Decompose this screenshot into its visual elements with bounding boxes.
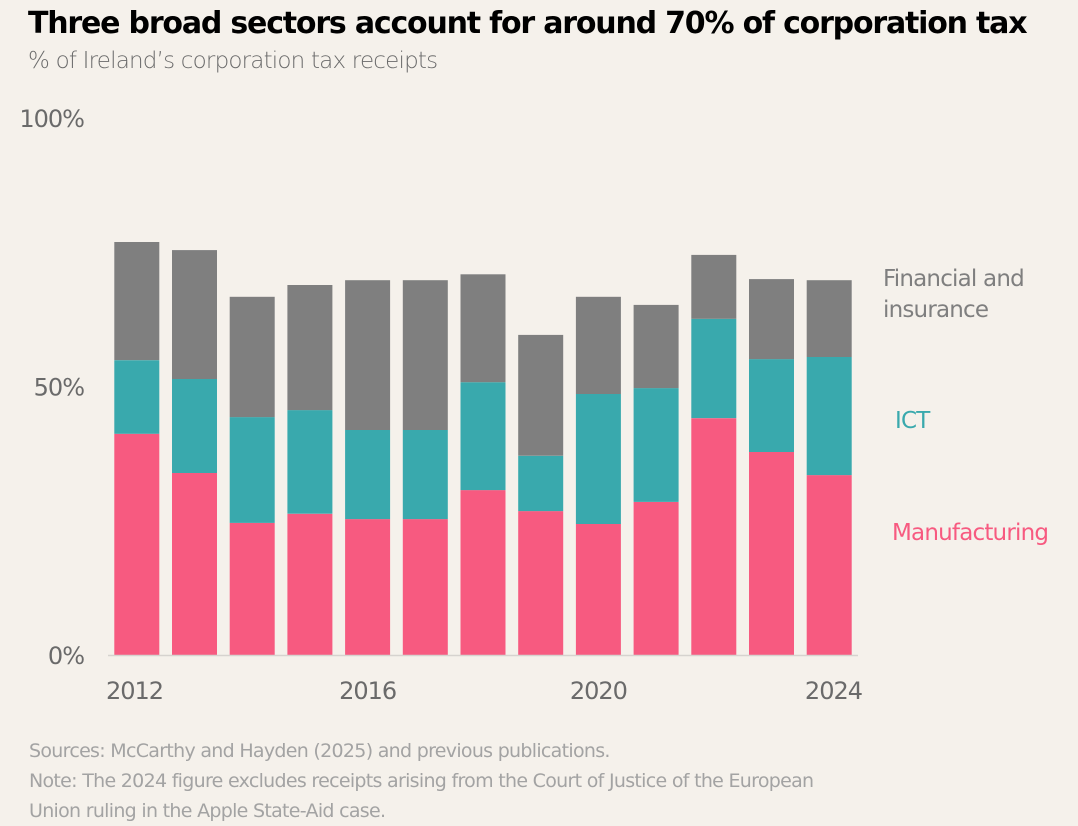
bar-manufacturing-2016: [345, 519, 391, 655]
bar-ict-2019: [518, 455, 564, 512]
bar-ict-2016: [345, 430, 391, 520]
note-line-2: Union ruling in the Apple State-Aid case…: [29, 800, 386, 822]
bar-manufacturing-2019: [518, 511, 564, 655]
bar-manufacturing-2014: [229, 522, 275, 655]
x-tick-label-2024: 2024: [805, 677, 862, 705]
legend-label-manufacturing: Manufacturing: [892, 520, 1048, 546]
bar-ict-2021: [633, 388, 679, 502]
y-tick-label-0: 0%: [48, 642, 84, 670]
bar-financial-and-insurance-2015: [287, 285, 333, 411]
note-line-1: Note: The 2024 figure excludes receipts …: [29, 770, 814, 792]
bar-manufacturing-2013: [172, 473, 217, 655]
bar-ict-2012: [114, 360, 160, 434]
bar-ict-2024: [806, 357, 852, 476]
x-tick-label-2020: 2020: [570, 677, 627, 705]
legend: Financial and insurance ICT Manufacturin…: [883, 266, 1049, 546]
bar-manufacturing-2018: [460, 490, 506, 655]
chart-subtitle: % of Ireland’s corporation tax receipts: [28, 48, 438, 74]
y-axis-ticks: 0% 50% 100%: [19, 105, 85, 670]
bar-financial-and-insurance-2021: [633, 304, 679, 389]
bar-ict-2017: [402, 430, 448, 520]
legend-label-ict: ICT: [895, 408, 931, 434]
sources-note: Sources: McCarthy and Hayden (2025) and …: [29, 740, 610, 762]
bar-manufacturing-2024: [806, 475, 852, 655]
bar-ict-2018: [460, 382, 506, 491]
bar-financial-and-insurance-2012: [114, 242, 160, 361]
bar-manufacturing-2022: [691, 418, 737, 655]
bar-manufacturing-2020: [575, 524, 621, 655]
bar-ict-2023: [749, 359, 794, 452]
y-tick-label-50: 50%: [34, 374, 85, 402]
bar-manufacturing-2021: [633, 502, 679, 655]
x-tick-label-2016: 2016: [339, 677, 396, 705]
y-tick-label-100: 100%: [19, 105, 84, 133]
bar-financial-and-insurance-2017: [402, 280, 448, 430]
bar-financial-and-insurance-2022: [691, 254, 737, 319]
bar-ict-2022: [691, 318, 737, 419]
bar-ict-2014: [229, 417, 275, 523]
legend-label-financial-line2: insurance: [883, 297, 988, 323]
bar-financial-and-insurance-2023: [749, 279, 794, 360]
bar-ict-2015: [287, 410, 333, 514]
legend-label-financial-line1: Financial and: [883, 266, 1024, 292]
bar-ict-2020: [575, 394, 621, 524]
bar-manufacturing-2017: [402, 519, 448, 655]
chart-title: Three broad sectors account for around 7…: [28, 6, 1028, 41]
bar-ict-2013: [172, 379, 217, 473]
bar-financial-and-insurance-2020: [575, 296, 621, 394]
x-tick-label-2012: 2012: [106, 677, 163, 705]
bar-financial-and-insurance-2018: [460, 274, 506, 383]
bar-financial-and-insurance-2019: [518, 334, 564, 456]
bar-financial-and-insurance-2016: [345, 280, 391, 430]
bar-financial-and-insurance-2013: [172, 250, 217, 379]
x-axis-ticks: 2012 2016 2020 2024: [106, 677, 863, 705]
bar-manufacturing-2023: [749, 452, 794, 655]
bar-manufacturing-2012: [114, 433, 160, 655]
chart-footer: Sources: McCarthy and Hayden (2025) and …: [29, 736, 889, 826]
bars-group: [114, 242, 852, 655]
bar-financial-and-insurance-2024: [806, 280, 852, 357]
bar-manufacturing-2015: [287, 513, 333, 655]
bar-financial-and-insurance-2014: [229, 296, 275, 418]
